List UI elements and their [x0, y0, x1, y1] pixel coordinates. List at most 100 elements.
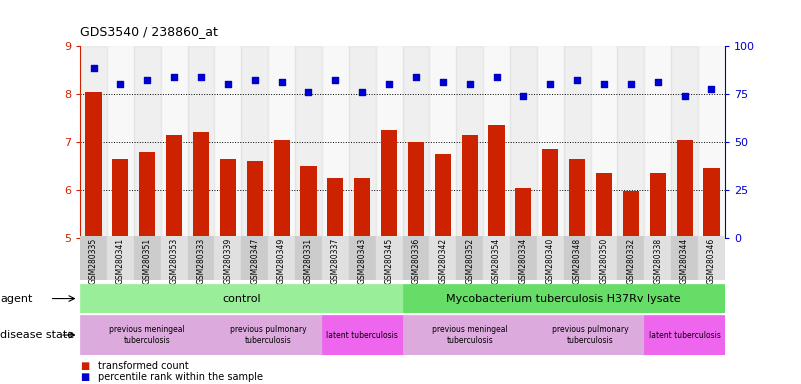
Text: previous pulmonary
tuberculosis: previous pulmonary tuberculosis: [552, 325, 629, 345]
Bar: [461, 135, 477, 238]
Bar: [542, 149, 558, 238]
Text: GSM280350: GSM280350: [599, 237, 609, 284]
Text: GSM280341: GSM280341: [116, 237, 125, 284]
Bar: [650, 173, 666, 238]
Bar: [429, 236, 457, 280]
Bar: [80, 236, 107, 280]
Bar: [703, 169, 719, 238]
Text: GSM280354: GSM280354: [492, 237, 501, 284]
Bar: [273, 140, 290, 238]
Bar: [300, 166, 316, 238]
Point: [221, 81, 234, 88]
Point: [409, 74, 422, 80]
Text: GSM280338: GSM280338: [654, 237, 662, 284]
Bar: [295, 236, 322, 280]
Text: GSM280336: GSM280336: [412, 237, 421, 284]
Bar: [537, 315, 644, 355]
Point: [302, 89, 315, 95]
Text: GSM280340: GSM280340: [545, 237, 555, 284]
Bar: [241, 46, 268, 238]
Bar: [569, 159, 586, 238]
Bar: [376, 236, 402, 280]
Bar: [381, 130, 397, 238]
Text: latent tuberculosis: latent tuberculosis: [326, 331, 398, 339]
Bar: [671, 236, 698, 280]
Bar: [86, 92, 102, 238]
Text: percentile rank within the sample: percentile rank within the sample: [98, 372, 263, 382]
Point: [195, 74, 207, 80]
Point: [87, 65, 100, 71]
Text: GSM280353: GSM280353: [170, 237, 179, 284]
Bar: [537, 46, 564, 238]
Bar: [322, 315, 402, 355]
Bar: [515, 188, 532, 238]
Text: GSM280334: GSM280334: [519, 237, 528, 284]
Point: [571, 76, 584, 83]
Bar: [80, 315, 215, 355]
Text: control: control: [222, 293, 260, 304]
Bar: [295, 46, 322, 238]
Bar: [510, 46, 537, 238]
Text: previous meningeal
tuberculosis: previous meningeal tuberculosis: [432, 325, 508, 345]
Point: [356, 89, 368, 95]
Bar: [510, 236, 537, 280]
Text: previous meningeal
tuberculosis: previous meningeal tuberculosis: [110, 325, 185, 345]
Text: GSM280337: GSM280337: [331, 237, 340, 284]
Bar: [348, 46, 376, 238]
Text: ■: ■: [80, 361, 90, 371]
Text: disease state: disease state: [0, 330, 74, 340]
Point: [490, 74, 503, 80]
Point: [651, 79, 664, 85]
Bar: [322, 46, 348, 238]
Bar: [187, 46, 215, 238]
Bar: [564, 46, 590, 238]
Bar: [623, 191, 639, 238]
Bar: [618, 236, 644, 280]
Text: GSM280347: GSM280347: [250, 237, 260, 284]
Text: GSM280333: GSM280333: [196, 237, 206, 284]
Bar: [596, 173, 612, 238]
Bar: [429, 46, 457, 238]
Text: Mycobacterium tuberculosis H37Rv lysate: Mycobacterium tuberculosis H37Rv lysate: [446, 293, 681, 304]
Point: [517, 93, 529, 99]
Bar: [354, 178, 370, 238]
Point: [544, 81, 557, 88]
Bar: [161, 46, 187, 238]
Text: agent: agent: [0, 293, 32, 304]
Text: GSM280344: GSM280344: [680, 237, 689, 284]
Bar: [590, 46, 618, 238]
Point: [141, 76, 154, 83]
Bar: [457, 236, 483, 280]
Point: [248, 76, 261, 83]
Bar: [644, 46, 671, 238]
Text: GSM280339: GSM280339: [223, 237, 232, 284]
Text: GSM280342: GSM280342: [438, 237, 447, 284]
Bar: [435, 154, 451, 238]
Point: [463, 81, 476, 88]
Point: [678, 93, 691, 99]
Bar: [328, 178, 344, 238]
Bar: [193, 132, 209, 238]
Bar: [134, 236, 161, 280]
Bar: [564, 236, 590, 280]
Bar: [483, 236, 510, 280]
Text: GSM280351: GSM280351: [143, 237, 151, 284]
Bar: [112, 159, 128, 238]
Bar: [671, 46, 698, 238]
Text: GSM280348: GSM280348: [573, 237, 582, 284]
Point: [437, 79, 449, 85]
Bar: [268, 46, 295, 238]
Bar: [80, 284, 403, 313]
Point: [383, 81, 396, 88]
Bar: [268, 236, 295, 280]
Bar: [322, 236, 348, 280]
Text: ■: ■: [80, 372, 90, 382]
Bar: [644, 315, 725, 355]
Bar: [166, 135, 182, 238]
Bar: [134, 46, 161, 238]
Bar: [408, 142, 424, 238]
Bar: [247, 161, 263, 238]
Bar: [139, 152, 155, 238]
Bar: [489, 125, 505, 238]
Point: [329, 76, 342, 83]
